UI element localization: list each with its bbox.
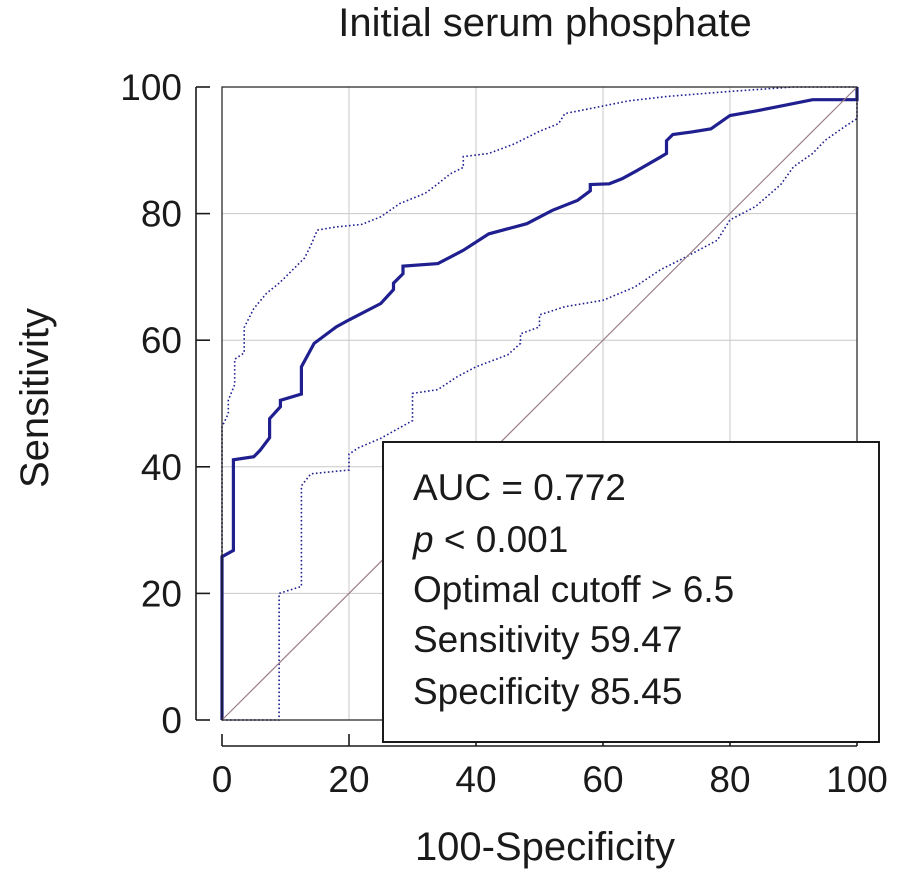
y-tick-label: 80	[141, 194, 182, 235]
roc-confidence-band	[221, 86, 857, 720]
roc-curve	[220, 87, 859, 720]
y-tick-label: 40	[141, 447, 182, 488]
p-value: < 0.001	[434, 519, 569, 560]
x-tick-label: 0	[212, 759, 233, 800]
x-tick-label: 80	[709, 759, 750, 800]
p-value-text: p < 0.001	[412, 519, 568, 560]
x-tick-label: 100	[826, 759, 888, 800]
y-tick-label: 0	[161, 700, 182, 741]
x-tick-label: 40	[455, 759, 496, 800]
x-tick-label: 60	[582, 759, 623, 800]
y-tick-label: 100	[120, 67, 182, 108]
y-axis-label: Sensitivity	[13, 308, 57, 488]
y-tick-label: 20	[141, 573, 182, 614]
auc-text: AUC = 0.772	[413, 467, 626, 508]
roc-confidence-band	[222, 87, 858, 721]
y-tick-label: 60	[141, 320, 182, 361]
plot-series	[220, 86, 859, 721]
reference-diagonal	[221, 86, 858, 721]
tick-labels: 0 20 40 60 80 100 0 20 40 60 80 100	[120, 67, 888, 800]
chart-title: Initial serum phosphate	[338, 1, 752, 45]
p-symbol: p	[412, 519, 434, 560]
stats-box-frame	[382, 441, 880, 743]
x-tick-label: 20	[328, 759, 369, 800]
cutoff-text: Optimal cutoff > 6.5	[413, 569, 734, 610]
stats-box: AUC = 0.772 p < 0.001 Optimal cutoff > 6…	[382, 441, 880, 743]
x-axis-label: 100-Specificity	[415, 825, 675, 869]
specificity-text: Specificity 85.45	[413, 671, 682, 712]
sensitivity-text: Sensitivity 59.47	[413, 619, 682, 660]
